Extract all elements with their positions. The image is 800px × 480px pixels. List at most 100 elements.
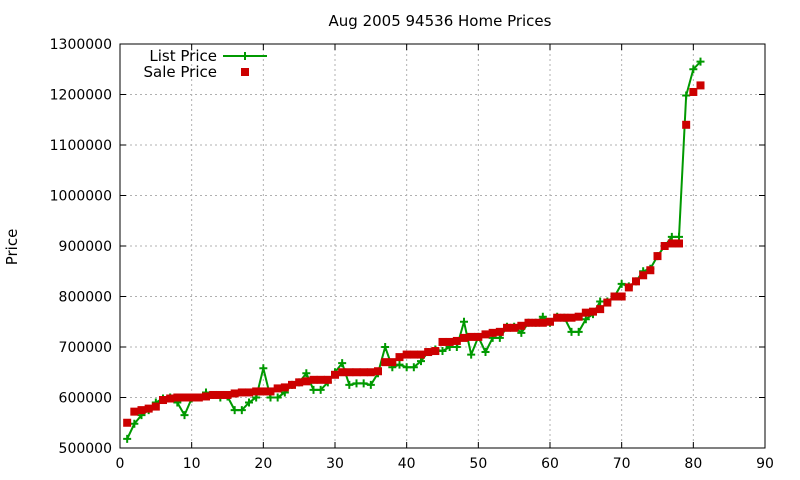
sale-price-point <box>589 307 597 316</box>
list-price-point <box>352 379 361 388</box>
sale-price-point <box>366 368 375 377</box>
ticks: 500000 600000 700000 800000 900000 1000000 110… <box>50 37 774 472</box>
sale-price-point <box>345 368 354 377</box>
list-price-point <box>230 406 239 415</box>
sale-price-point <box>524 318 533 327</box>
sale-price-point <box>209 390 218 399</box>
list-price-point <box>316 385 325 394</box>
sale-price-point <box>323 375 332 384</box>
sale-price-point <box>123 418 132 427</box>
series-sale-price <box>123 81 705 427</box>
list-price-point <box>438 347 447 356</box>
list-price-point <box>574 327 583 336</box>
y-tick-label: 1100000 <box>50 138 112 154</box>
list-price-point <box>395 360 404 369</box>
sale-price-point <box>266 387 275 396</box>
sale-price-point <box>137 406 146 415</box>
x-tick-label: 0 <box>116 456 125 472</box>
sale-price-point <box>553 313 562 322</box>
list-price-point <box>123 434 132 443</box>
sale-price-point <box>173 393 182 402</box>
sale-price-point <box>144 404 153 413</box>
sale-price-point <box>581 308 590 317</box>
grid <box>120 44 765 448</box>
sale-price-point <box>288 380 296 389</box>
x-tick-label: 20 <box>254 456 272 472</box>
legend-swatch-marker <box>241 68 249 76</box>
sale-price-point <box>295 378 304 387</box>
sale-price-point <box>374 367 382 376</box>
sale-price-point <box>617 292 626 301</box>
list-price-point <box>359 379 368 388</box>
sale-price-point <box>467 332 476 341</box>
sale-price-point <box>689 87 698 96</box>
sale-price-point <box>187 393 196 402</box>
sale-price-point <box>159 396 167 405</box>
x-tick-label: 10 <box>183 456 201 472</box>
y-tick-label: 900000 <box>59 239 112 255</box>
list-price-point <box>402 363 411 372</box>
sale-price-point <box>510 323 519 332</box>
sale-price-point <box>546 317 554 326</box>
sale-price-point <box>223 390 232 399</box>
list-price-point <box>381 343 390 351</box>
list-price-point <box>481 348 490 357</box>
sale-price-point <box>660 242 669 250</box>
sale-price-point <box>202 392 210 401</box>
sale-price-point <box>230 389 239 398</box>
sale-price-point <box>259 387 268 396</box>
sale-price-point <box>667 239 676 248</box>
sale-price-point <box>460 333 468 342</box>
y-tick-label: 700000 <box>59 340 112 356</box>
sale-price-point <box>194 393 203 402</box>
sale-price-point <box>495 327 504 336</box>
sale-price-point <box>531 318 540 327</box>
list-price-point <box>245 398 253 407</box>
sale-price-point <box>481 330 490 339</box>
x-tick-label: 40 <box>398 456 416 472</box>
list-price-point <box>273 393 282 402</box>
list-price-point <box>467 350 476 359</box>
list-price-line <box>126 60 702 440</box>
y-tick-label: 500000 <box>59 441 112 457</box>
sale-price-point <box>309 375 318 384</box>
list-price-point <box>696 57 705 66</box>
y-axis-label: Price <box>3 229 21 266</box>
legend-label: List Price <box>149 47 217 65</box>
sale-price-point <box>424 348 433 357</box>
sale-price-point <box>302 377 311 386</box>
sale-price-point <box>474 332 483 341</box>
x-tick-label: 70 <box>613 456 631 472</box>
sale-price-point <box>682 120 691 129</box>
sale-price-point <box>417 350 425 359</box>
x-tick-label: 60 <box>541 456 559 472</box>
sale-price-point <box>252 387 261 396</box>
sale-price-point <box>381 358 390 367</box>
sale-price-point <box>166 394 175 403</box>
sale-price-point <box>517 321 526 330</box>
sale-price-point <box>151 402 160 411</box>
x-tick-label: 80 <box>684 456 702 472</box>
sale-price-point <box>409 350 418 359</box>
chart-title: Aug 2005 94536 Home Prices <box>329 12 552 30</box>
sale-price-point <box>675 239 683 248</box>
sale-price-point <box>395 353 404 362</box>
series-layer <box>123 57 705 443</box>
sale-price-point <box>359 368 368 377</box>
sale-price-point <box>574 312 583 321</box>
sale-price-point <box>696 81 705 90</box>
sale-price-point <box>216 390 225 399</box>
y-tick-label: 1200000 <box>50 88 112 104</box>
y-tick-label: 600000 <box>59 391 112 407</box>
sale-price-point <box>560 313 569 322</box>
sale-price-point <box>438 337 447 346</box>
sale-price-point <box>488 328 497 337</box>
x-tick-label: 90 <box>756 456 774 472</box>
sale-price-point <box>596 305 605 314</box>
list-price-point <box>689 65 698 74</box>
sale-price-point <box>567 313 576 322</box>
sale-price-point <box>653 252 662 261</box>
sale-price-point <box>646 266 655 275</box>
